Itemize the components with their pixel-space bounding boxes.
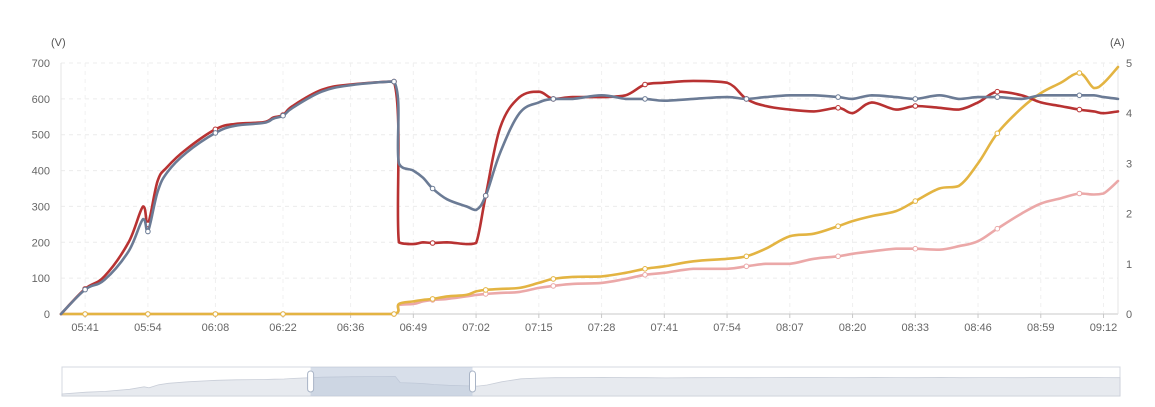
series-point-1 [550,96,557,102]
series-point-1 [391,78,397,85]
x-tick-label: 05:41 [71,322,99,334]
series-point-3 [994,225,1001,232]
right-y-tick-label: 0 [1126,309,1132,321]
series-point-0 [912,103,919,109]
x-tick-label: 06:36 [337,322,365,334]
series-point-0 [429,240,436,246]
left-y-tick-label: 200 [32,237,50,249]
series-point-1 [429,185,436,192]
series-point-3 [1076,190,1083,197]
series-point-0 [1076,106,1083,113]
series-point-3 [550,283,557,289]
series-point-0 [642,81,648,88]
series-point-2 [835,223,841,229]
series-point-3 [912,245,919,252]
x-tick-label: 08:33 [902,322,930,334]
series-point-2 [743,253,750,260]
series-point-2 [482,287,489,293]
series-point-1 [912,96,919,102]
series-point-1 [280,112,286,119]
left-y-tick-label: 100 [32,273,50,285]
right-y-tick-label: 5 [1126,58,1132,70]
right-y-tick-labels: 0 1 2 3 4 5 [1126,58,1132,321]
series-point-0 [835,105,841,111]
right-y-tick-label: 4 [1126,108,1132,120]
x-tick-label: 09:12 [1090,322,1118,334]
series-point-2 [642,266,648,272]
series-point-2 [280,311,286,317]
x-tick-label: 08:59 [1027,322,1055,334]
x-tick-label: 07:02 [462,322,490,334]
zoom-selected-window[interactable] [310,367,473,396]
left-y-tick-label: 300 [32,201,50,213]
series-line-1 [59,80,1120,316]
series-point-1 [642,96,648,102]
series-point-3 [835,253,841,260]
series-point-0 [994,88,1001,95]
series-point-3 [743,263,750,270]
left-axis-unit: (V) [51,37,66,49]
right-y-tick-label: 1 [1126,259,1132,271]
right-axis-unit: (A) [1110,37,1125,49]
x-tick-label: 08:07 [776,322,804,334]
x-tick-label: 08:46 [964,322,992,334]
series-line-0 [59,79,1120,316]
x-tick-label: 07:54 [713,322,741,334]
series-point-2 [145,311,151,317]
series-point-2 [212,311,219,317]
x-tick-label: 07:15 [525,322,553,334]
left-y-tick-labels: 0 100 200 300 400 500 600 700 [32,58,50,321]
series-point-1 [994,94,1001,100]
right-y-tick-label: 2 [1126,209,1132,221]
series-point-2 [912,198,919,204]
x-tick-label: 08:20 [839,322,867,334]
zoom-handle-left[interactable] [307,370,315,393]
series-point-2 [550,276,557,282]
x-tick-label: 05:54 [134,322,162,334]
series-point-2 [391,311,397,317]
x-tick-label: 06:08 [202,322,230,334]
series-point-1 [212,130,219,136]
left-y-tick-label: 600 [32,94,50,106]
series-point-2 [429,296,436,302]
series-point-1 [82,286,88,293]
series-point-1 [145,228,151,235]
x-tick-label: 07:41 [651,322,679,334]
series-line-3 [59,179,1120,316]
left-y-tick-label: 400 [32,166,50,178]
x-tick-label: 06:49 [400,322,428,334]
series-point-1 [743,96,750,102]
series-point-1 [835,94,841,100]
series-point-2 [994,130,1001,137]
series-line-2 [59,65,1120,316]
series-point-1 [482,192,489,199]
series-point-2 [1076,70,1083,76]
series-point-2 [82,311,88,317]
x-tick-label: 07:28 [588,322,616,334]
x-tick-labels: 05:41 05:54 06:08 06:22 06:36 06:49 07:02 07:15… [71,314,1117,334]
left-y-tick-label: 700 [32,58,50,70]
left-y-tick-label: 500 [32,130,50,142]
right-y-tick-label: 3 [1126,158,1132,170]
left-y-tick-label: 0 [44,309,50,321]
zoom-handle-right[interactable] [469,370,476,393]
x-tick-label: 06:22 [269,322,297,334]
series-point-3 [642,272,648,278]
data-zoom-slider[interactable] [61,366,1121,397]
series-lines [59,65,1120,317]
series-point-1 [1076,92,1083,99]
